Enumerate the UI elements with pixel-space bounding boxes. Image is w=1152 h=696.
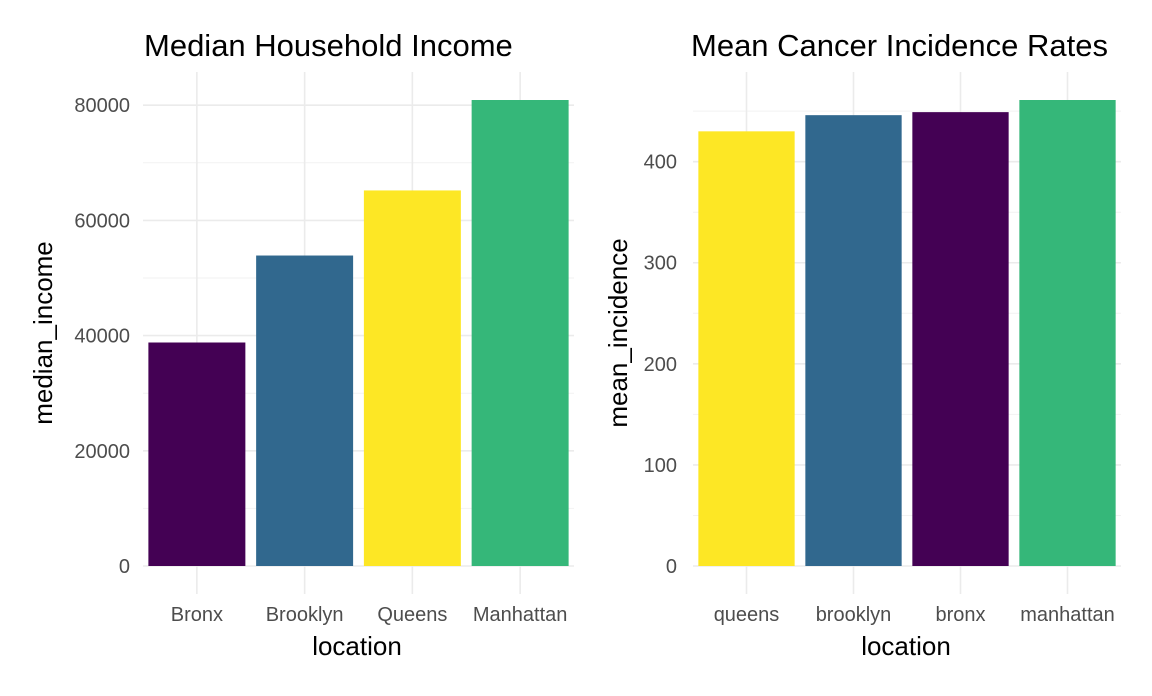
y-tick-label: 60000: [74, 210, 130, 232]
panel-cancer-incidence: Mean Cancer Incidence Rates location mea…: [603, 28, 1121, 661]
x-tick-label: Queens: [377, 604, 447, 626]
x-tick-label: Brooklyn: [266, 604, 344, 626]
y-tick-label: 100: [644, 455, 677, 477]
panel-1-title: Median Household Income: [144, 28, 513, 63]
y-tick-label: 0: [119, 556, 130, 578]
bar-brooklyn: [256, 255, 354, 567]
panel-2-title: Mean Cancer Incidence Rates: [691, 28, 1108, 63]
bar-manhattan: [471, 100, 569, 566]
panel-2-x-ticks: queens brooklyn bronx manhattan: [714, 604, 1115, 626]
panel-2-y-axis-title: mean_incidence: [603, 238, 633, 427]
panel-1-y-axis-title: median_income: [28, 241, 58, 425]
panel-2-y-ticks: 0 100 200 300 400: [644, 152, 677, 578]
x-tick-label: manhattan: [1020, 604, 1115, 626]
bar-bronx: [148, 342, 246, 566]
panel-1-bars: [148, 100, 569, 567]
panel-1-x-axis-title: location: [312, 631, 402, 661]
y-tick-label: 40000: [74, 326, 130, 348]
y-tick-label: 400: [644, 152, 677, 174]
panel-1-x-ticks: Bronx Brooklyn Queens Manhattan: [171, 604, 568, 626]
x-tick-label: Bronx: [171, 604, 223, 626]
y-tick-label: 20000: [74, 441, 130, 463]
x-tick-label: bronx: [935, 604, 985, 626]
bar-manhattan: [1019, 100, 1116, 566]
y-tick-label: 0: [666, 556, 677, 578]
bar-bronx: [912, 112, 1009, 566]
x-tick-label: brooklyn: [816, 604, 892, 626]
y-tick-label: 200: [644, 354, 677, 376]
panel-median-income: Median Household Income location median_…: [28, 28, 574, 661]
panel-1-y-ticks: 0 20000 40000 60000 80000: [74, 95, 130, 578]
bar-queens: [363, 190, 461, 566]
x-tick-label: queens: [714, 604, 780, 626]
panel-2-bars: [698, 100, 1116, 566]
x-tick-label: Manhattan: [473, 604, 568, 626]
panel-2-x-axis-title: location: [861, 631, 951, 661]
bar-queens: [698, 131, 795, 566]
y-tick-label: 300: [644, 253, 677, 275]
y-tick-label: 80000: [74, 95, 130, 117]
bar-brooklyn: [805, 115, 902, 566]
